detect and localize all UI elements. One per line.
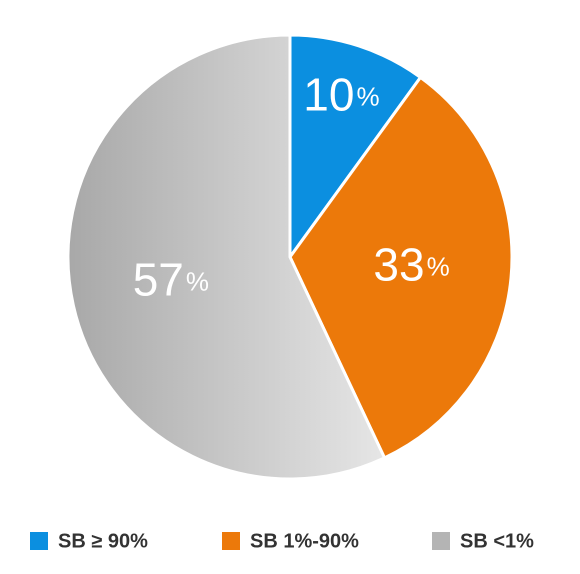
pie-slice <box>288 75 514 460</box>
legend-label: SB ≥ 90% <box>58 530 148 552</box>
legend-swatch <box>30 532 48 550</box>
value-label: 57% <box>133 254 209 306</box>
pie-slice <box>66 33 387 481</box>
legend-swatch <box>222 532 240 550</box>
legend-swatch <box>432 532 450 550</box>
pie-slice <box>288 33 423 262</box>
value-label: 33% <box>373 239 449 291</box>
legend-label: SB <1% <box>460 530 534 552</box>
value-label: 10% <box>303 69 379 121</box>
legend-label: SB 1%-90% <box>250 530 359 552</box>
